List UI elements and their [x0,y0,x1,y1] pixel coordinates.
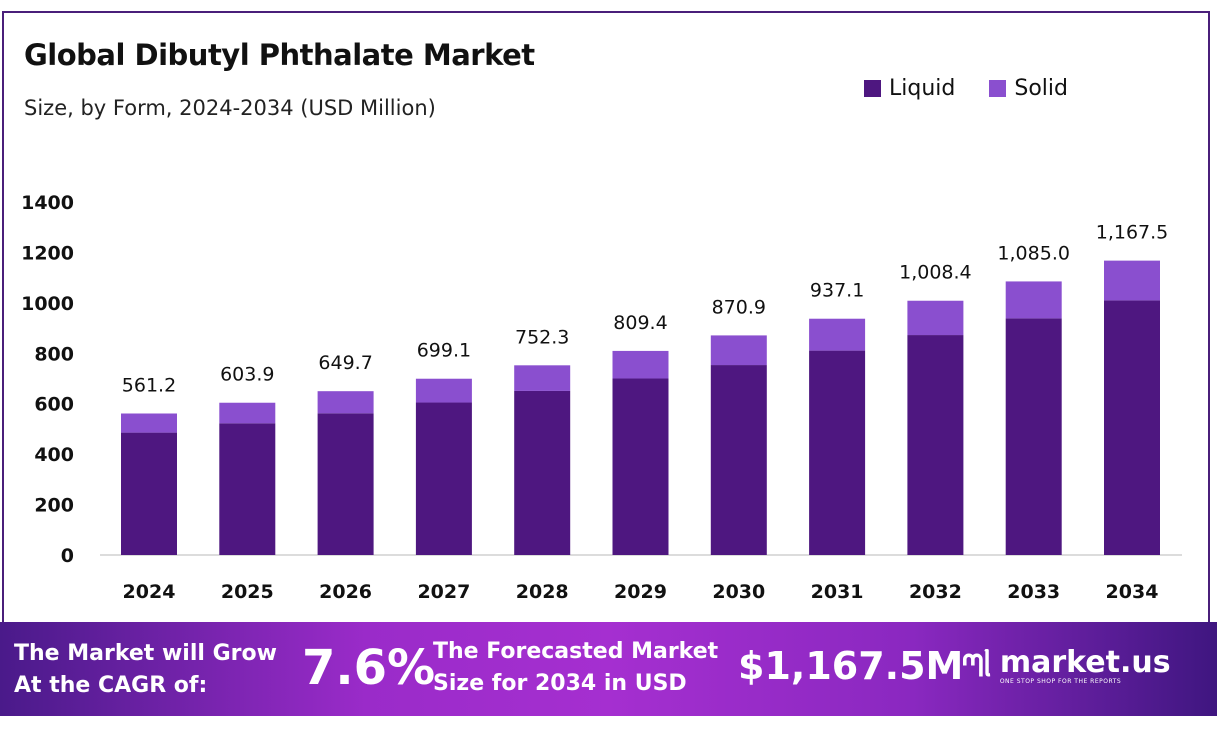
y-tick-label: 1400 [21,192,74,214]
legend-label: Solid [1014,76,1068,101]
y-tick-label: 1000 [21,293,74,315]
summary-banner: The Market will Grow At the CAGR of: 7.6… [0,622,1217,716]
logo-icon: ᘉᥣ [962,649,992,684]
cagr-label-line1: The Market will Grow [14,641,277,666]
chart-subtitle: Size, by Form, 2024-2034 (USD Million) [24,96,436,120]
brand-tagline: ONE STOP SHOP FOR THE REPORTS [999,678,1122,685]
bar-solid-2031 [809,318,866,351]
data-label: 809.4 [613,312,667,334]
data-label: 937.1 [810,280,864,302]
bar-solid-2027 [415,378,472,403]
x-tick-label: 2025 [221,581,274,603]
bar-liquid-2034 [1104,300,1160,555]
x-tick-label: 2027 [417,581,470,603]
bar-liquid-2028 [514,390,571,555]
legend-item-liquid: Liquid [864,76,955,101]
bar-liquid-2029 [612,378,669,555]
bar-liquid-2025 [219,423,276,555]
legend-swatch-liquid [864,80,881,97]
data-label: 1,085.0 [997,242,1070,264]
data-label: 752.3 [515,326,569,348]
bar-liquid-2027 [415,402,472,555]
bar-liquid-2032 [907,335,964,555]
cagr-label-line2: At the CAGR of: [14,673,208,698]
y-tick-label: 1200 [21,242,74,264]
x-tick-label: 2028 [516,581,569,603]
cagr-value: 7.6% [302,640,436,696]
chart-title: Global Dibutyl Phthalate Market [24,38,535,72]
legend-item-solid: Solid [989,76,1068,101]
y-tick-label: 600 [34,394,74,416]
bar-solid-2032 [907,300,964,336]
x-tick-label: 2026 [319,581,372,603]
data-label: 649.7 [318,352,372,374]
data-label: 1,167.5 [1096,222,1169,244]
data-label: 561.2 [122,374,176,396]
bar-solid-2025 [219,402,276,424]
bar-solid-2026 [317,391,374,414]
bar-liquid-2030 [710,365,767,555]
bar-liquid-2031 [809,350,866,555]
y-tick-label: 800 [34,343,74,365]
data-label: 1,008.4 [899,262,972,284]
forecast-label-line2: Size for 2034 in USD [433,671,687,696]
bar-solid-2033 [1005,281,1062,319]
y-tick-label: 200 [34,495,74,517]
bar-solid-2024 [121,413,177,433]
bar-liquid-2024 [121,432,177,555]
forecast-value: $1,167.5M [738,644,964,688]
legend: Liquid Solid [864,76,1068,101]
legend-swatch-solid [989,80,1007,97]
bar-solid-2034 [1104,260,1160,301]
x-tick-label: 2033 [1007,581,1060,603]
y-tick-label: 0 [61,545,74,567]
bar-solid-2030 [710,335,767,366]
brand-logo: ᘉᥣ market.us ONE STOP SHOP FOR THE REPOR… [962,645,1171,686]
cagr-label: The Market will Grow At the CAGR of: [14,638,277,702]
data-label: 870.9 [712,296,766,318]
x-tick-label: 2032 [909,581,962,603]
chart-frame [2,11,1210,623]
bar-liquid-2033 [1005,318,1062,555]
x-tick-label: 2024 [123,581,176,603]
forecast-label: The Forecasted Market Size for 2034 in U… [433,636,718,700]
bar-solid-2029 [612,350,669,379]
y-tick-label: 400 [34,444,74,466]
data-label: 603.9 [220,364,274,386]
x-tick-label: 2029 [614,581,667,603]
bar-solid-2028 [514,365,571,391]
x-tick-label: 2034 [1106,581,1159,603]
bar-liquid-2026 [317,413,374,555]
brand-name: market.us [999,645,1171,680]
chart-svg: 0 200 400 600 800 1000 1200 1400 561.2 2024 603.9 2… [21,192,1182,603]
x-tick-label: 2030 [712,581,765,603]
x-tick-label: 2031 [811,581,864,603]
forecast-label-line1: The Forecasted Market [433,639,719,664]
legend-label: Liquid [889,76,956,101]
data-label: 699.1 [417,340,471,362]
